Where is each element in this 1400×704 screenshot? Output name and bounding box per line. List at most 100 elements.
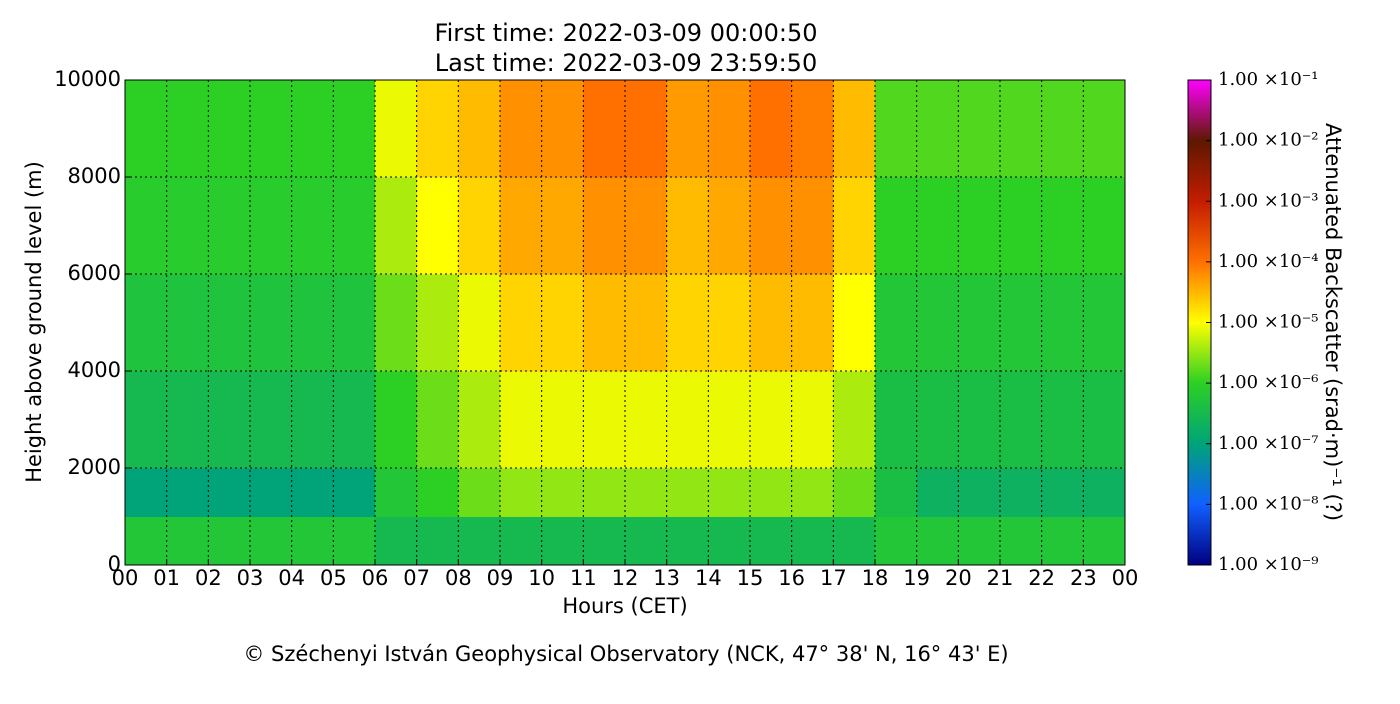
heatmap-cell xyxy=(500,468,543,517)
x-tick-label: 12 xyxy=(612,566,639,590)
heatmap-cell xyxy=(500,516,543,566)
heatmap-cell xyxy=(541,80,584,178)
heatmap-cell xyxy=(1000,80,1043,178)
heatmap-cell xyxy=(541,516,584,566)
heatmap-cell xyxy=(166,468,209,517)
heatmap-cell xyxy=(1083,274,1126,372)
y-tick-label: 2000 xyxy=(68,455,121,479)
colorbar-tick-label: 1.00 ×10⁻⁷ xyxy=(1218,433,1319,454)
title-line: Last time: 2022-03-09 23:59:50 xyxy=(435,49,817,77)
heatmap-cell xyxy=(791,516,834,566)
y-tick-label: 0 xyxy=(108,552,121,576)
heatmap-cell xyxy=(291,468,334,517)
heatmap-cell xyxy=(916,371,959,469)
heatmap-cell xyxy=(791,177,834,275)
heatmap-cell xyxy=(333,177,376,275)
heatmap-cell xyxy=(500,371,543,469)
heatmap-cell xyxy=(125,468,168,517)
heatmap-cell xyxy=(1041,371,1084,469)
heatmap-cell xyxy=(833,80,876,178)
title-line: First time: 2022-03-09 00:00:50 xyxy=(435,19,818,47)
colorbar-tick-label: 1.00 ×10⁻⁸ xyxy=(1218,493,1319,514)
heatmap-cell xyxy=(375,177,418,275)
heatmap-cell xyxy=(375,80,418,178)
heatmap-cell xyxy=(458,468,501,517)
heatmap-cell xyxy=(750,371,793,469)
x-tick-label: 05 xyxy=(320,566,347,590)
heatmap-cell xyxy=(958,80,1001,178)
heatmap-cell xyxy=(250,468,293,517)
x-tick-label: 00 xyxy=(1112,566,1139,590)
heatmap-cell xyxy=(916,80,959,178)
heatmap-cell xyxy=(875,516,918,566)
heatmap-cell xyxy=(791,274,834,372)
heatmap-cell xyxy=(1000,468,1043,517)
heatmap-cell xyxy=(333,80,376,178)
heatmap-cell xyxy=(333,371,376,469)
heatmap-cell xyxy=(208,468,251,517)
heatmap-cell xyxy=(166,80,209,178)
heatmap-cell xyxy=(625,80,668,178)
heatmap-cell xyxy=(958,274,1001,372)
heatmap-cell xyxy=(416,274,459,372)
x-tick-label: 01 xyxy=(153,566,180,590)
heatmap-cell xyxy=(208,80,251,178)
heatmap-cell xyxy=(416,371,459,469)
y-tick-label: 4000 xyxy=(68,358,121,382)
heatmap-cell xyxy=(750,177,793,275)
x-tick-label: 08 xyxy=(445,566,472,590)
heatmap-cell xyxy=(583,468,626,517)
heatmap-cell xyxy=(708,274,751,372)
heatmap-cell xyxy=(875,371,918,469)
x-tick-label: 14 xyxy=(695,566,722,590)
heatmap-cell xyxy=(416,177,459,275)
heatmap-cell xyxy=(125,177,168,275)
heatmap-cell xyxy=(500,274,543,372)
heatmap-cell xyxy=(583,516,626,566)
heatmap-cell xyxy=(833,516,876,566)
colorbar-tick-label: 1.00 ×10⁻⁴ xyxy=(1218,251,1319,272)
x-tick-label: 21 xyxy=(987,566,1014,590)
heatmap-cell xyxy=(333,274,376,372)
colorbar-tick-label: 1.00 ×10⁻⁹ xyxy=(1218,554,1319,575)
heatmap-cell xyxy=(375,516,418,566)
heatmap-cell xyxy=(916,516,959,566)
heatmap-cell xyxy=(416,516,459,566)
heatmap-cell xyxy=(333,516,376,566)
heatmap-cell xyxy=(625,274,668,372)
heatmap-cell xyxy=(125,274,168,372)
heatmap-cell xyxy=(125,80,168,178)
heatmap-cell xyxy=(583,274,626,372)
heatmap-cell xyxy=(583,177,626,275)
x-tick-label: 07 xyxy=(403,566,430,590)
heatmap-cell xyxy=(500,80,543,178)
heatmap-cell xyxy=(1000,177,1043,275)
x-tick-label: 22 xyxy=(1028,566,1055,590)
x-tick-label: 11 xyxy=(570,566,597,590)
heatmap-cell xyxy=(625,177,668,275)
heatmap-cell xyxy=(458,274,501,372)
heatmap-cell xyxy=(625,468,668,517)
heatmap-cell xyxy=(541,177,584,275)
x-tick-label: 19 xyxy=(903,566,930,590)
heatmap-cell xyxy=(375,371,418,469)
colorbar-tick-label: 1.00 ×10⁻² xyxy=(1218,130,1319,151)
heatmap-cell xyxy=(1083,371,1126,469)
x-tick-label: 16 xyxy=(778,566,805,590)
heatmap-cell xyxy=(708,80,751,178)
heatmap-cell xyxy=(1000,516,1043,566)
x-tick-label: 09 xyxy=(487,566,514,590)
heatmap-cell xyxy=(541,274,584,372)
heatmap-cell xyxy=(250,274,293,372)
heatmap-cell xyxy=(916,468,959,517)
heatmap-cell xyxy=(458,80,501,178)
heatmap-cell xyxy=(708,468,751,517)
heatmap-cell xyxy=(583,371,626,469)
heatmap-cell xyxy=(375,274,418,372)
heatmap-cell xyxy=(708,516,751,566)
colorbar-label: Attenuated Backscatter (srad·m)⁻¹ (?) xyxy=(1321,123,1345,521)
heatmap-cell xyxy=(166,177,209,275)
heatmap-cell xyxy=(1041,274,1084,372)
heatmap-cell xyxy=(708,177,751,275)
